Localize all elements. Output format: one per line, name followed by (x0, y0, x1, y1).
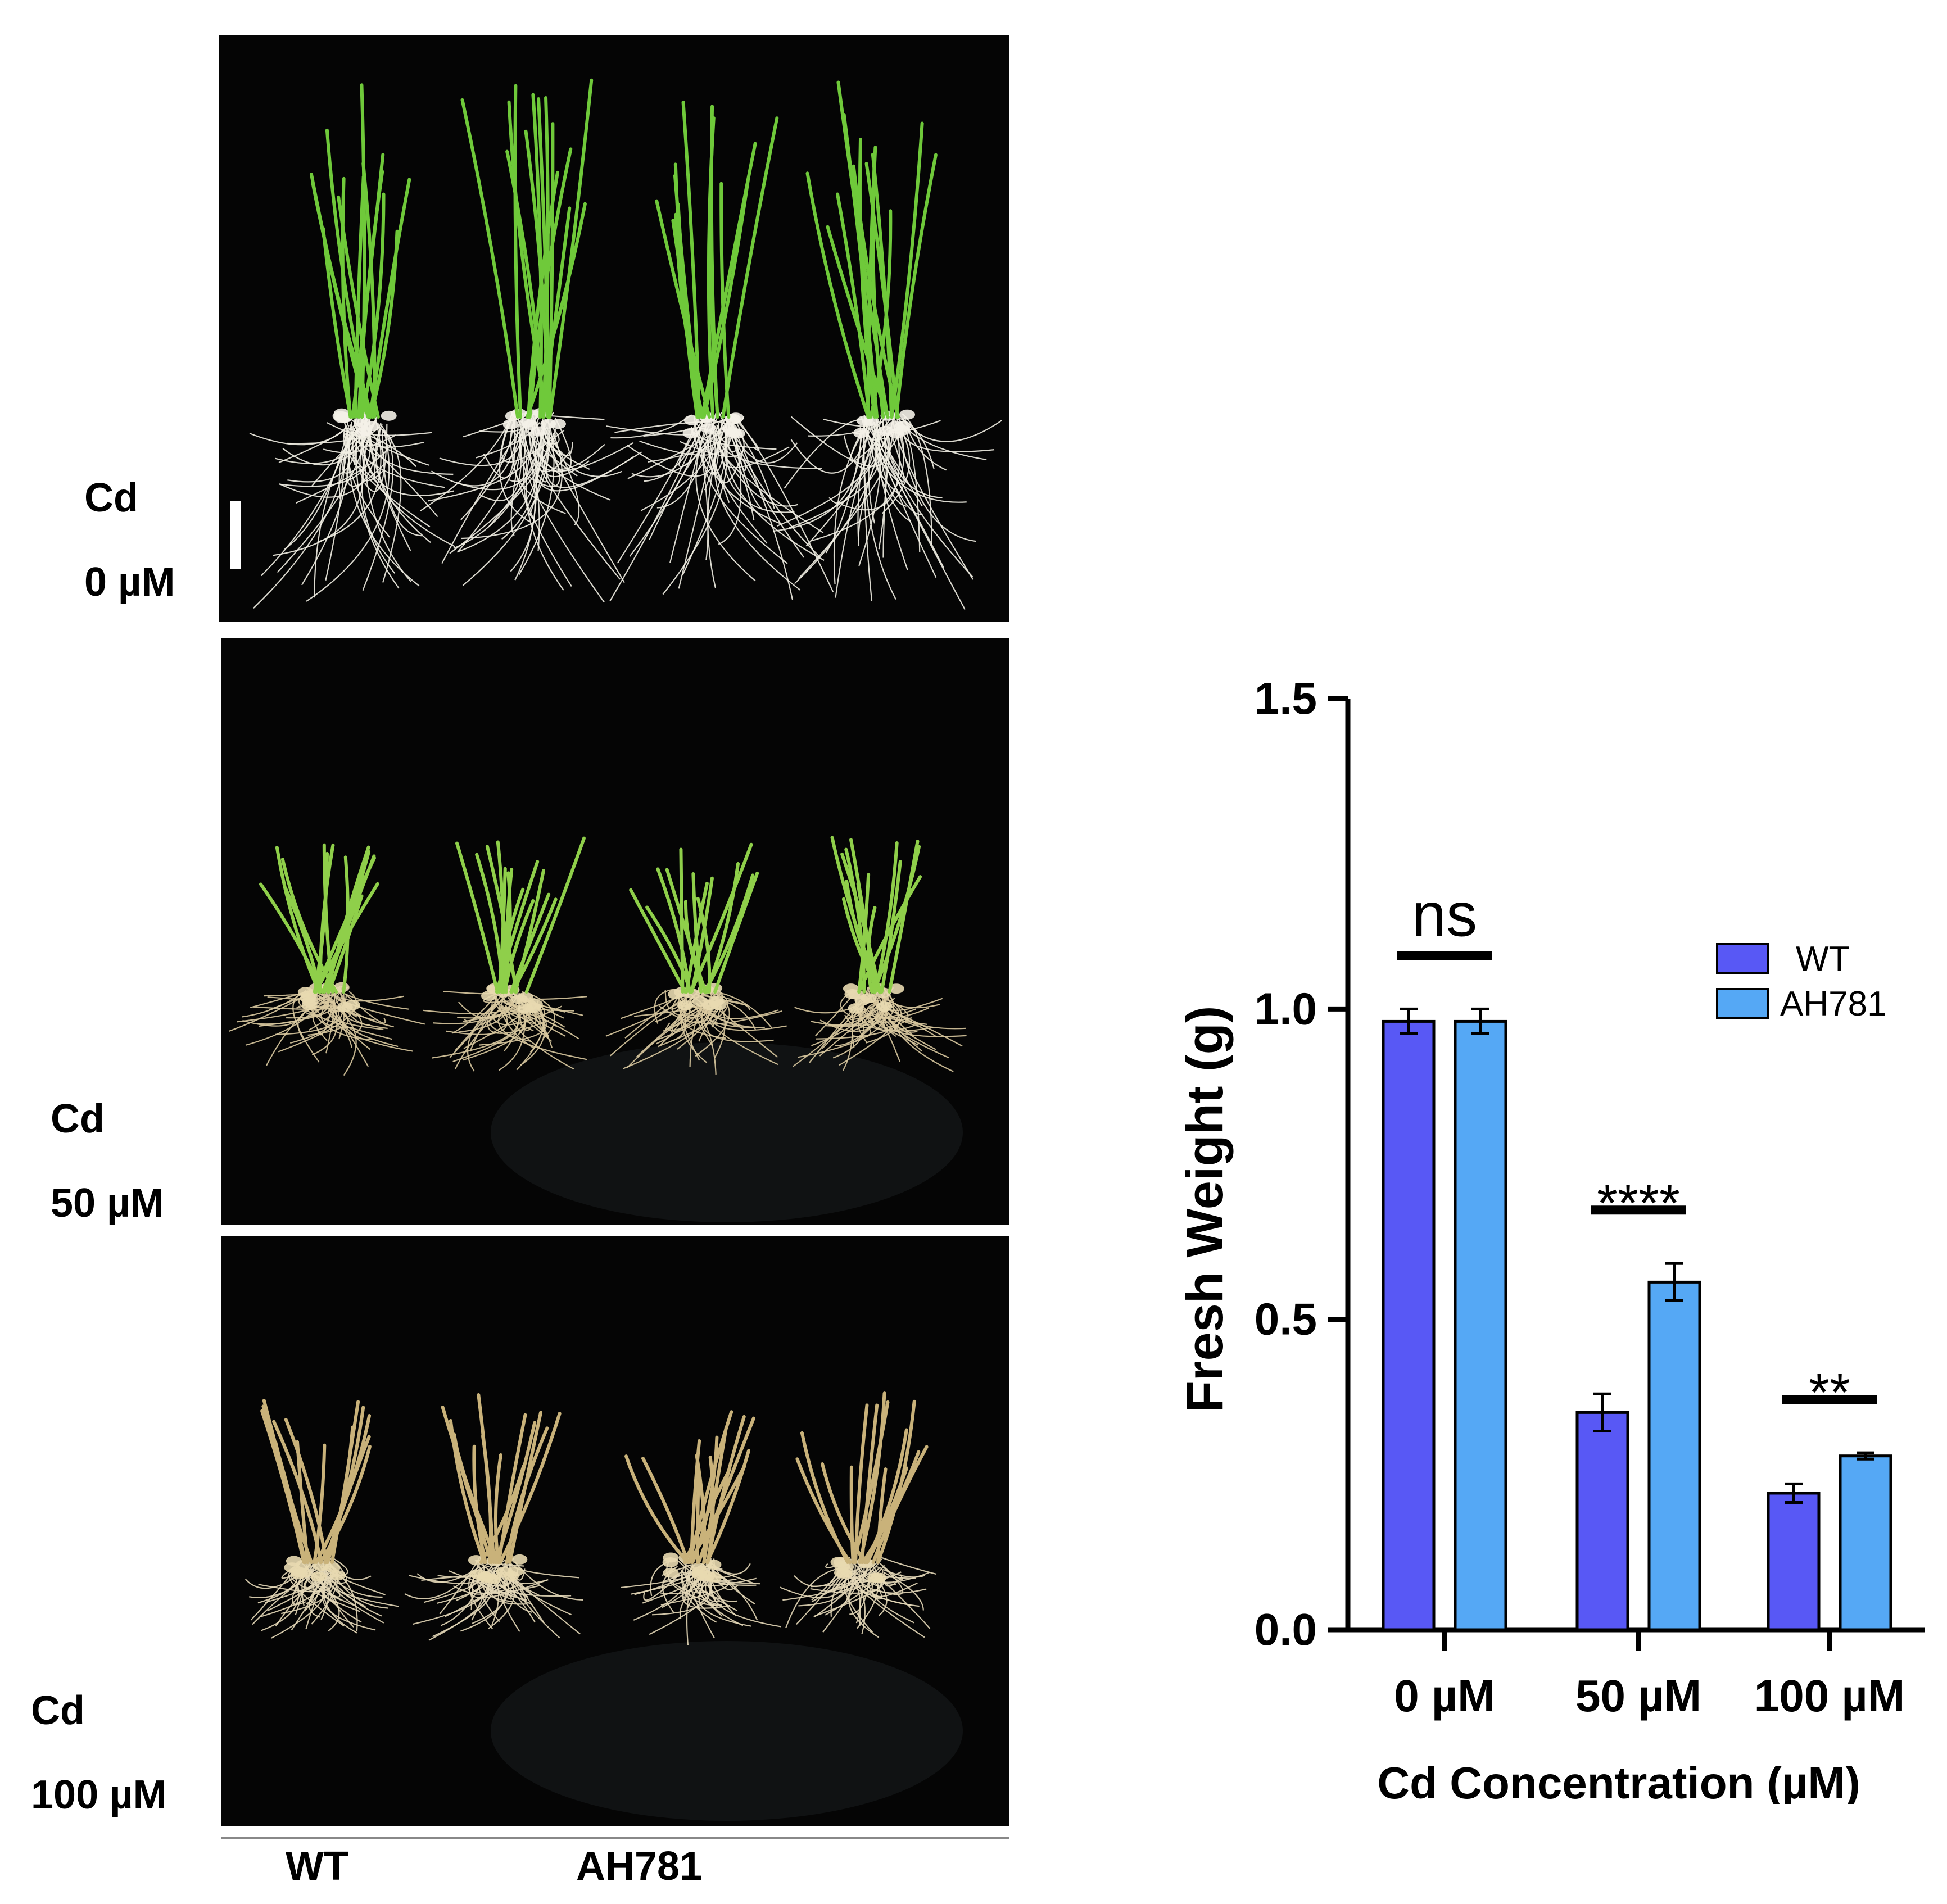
legend-swatch-ah781 (1716, 988, 1769, 1019)
x-tick-label: 0 µM (1394, 1671, 1495, 1721)
photo-panel-cd-100 (221, 1236, 1009, 1826)
row-label-cd-0-line2: 0 µM (84, 560, 175, 605)
seedling-cluster (780, 1391, 937, 1638)
seedling-cluster (793, 836, 967, 1072)
row-label-cd-0-line1: Cd (84, 475, 138, 520)
fresh-weight-bar-chart: 0.0 0.5 1.0 1.5 Fresh Weight (g) ns 0 µM **** 50… (1176, 673, 1925, 1804)
seedlings-photo-cd-100 (244, 1391, 963, 1821)
seedling-cluster (423, 836, 587, 1072)
seedling-cluster (605, 842, 787, 1075)
row-label-cd-50-line1: Cd (51, 1096, 105, 1141)
column-label-ah781: AH781 (576, 1844, 703, 1889)
column-label-wt: WT (286, 1844, 348, 1889)
bar-wt-2 (1767, 1492, 1821, 1631)
seedling-cluster (404, 1393, 583, 1641)
bar-wt-1 (1575, 1411, 1629, 1631)
legend-label-ah781: AH781 (1780, 985, 1887, 1023)
seedling-cluster (621, 1410, 781, 1645)
significance-label: ** (1809, 1363, 1850, 1422)
seedling-cluster (249, 83, 455, 609)
seedlings-photo-cd-50 (229, 836, 967, 1222)
bar-ah781-1 (1647, 1280, 1701, 1631)
row-label-cd-50-line2: 50 µM (51, 1181, 164, 1226)
bar-wt-0 (1382, 1019, 1436, 1631)
x-axis-label: Cd Concentration (µM) (1377, 1758, 1860, 1804)
photo-panel-cd-0 (219, 35, 1009, 622)
photo-panel-cd-50 (221, 638, 1009, 1225)
significance-label: **** (1597, 1173, 1680, 1233)
scale-bar (230, 501, 241, 569)
background-shadow (491, 1641, 963, 1821)
x-tick-label: 50 µM (1575, 1671, 1701, 1721)
y-tick-label: 0.0 (1255, 1604, 1317, 1654)
seedling-cluster (420, 78, 642, 603)
seedling-cluster (229, 843, 425, 1076)
y-axis-label: Fresh Weight (g) (1176, 1005, 1234, 1412)
seedling-cluster (244, 1399, 399, 1639)
y-tick-label: 1.5 (1255, 673, 1317, 723)
seedlings-photo-cd-0 (230, 78, 1002, 610)
y-tick-label: 0.5 (1255, 1294, 1317, 1344)
row-label-cd-100-line1: Cd (31, 1688, 85, 1733)
significance-label: ns (1412, 880, 1477, 949)
legend-label-wt: WT (1796, 940, 1850, 978)
legend-swatch-wt (1716, 943, 1769, 974)
row-label-cd-100-line2: 100 µM (31, 1772, 167, 1817)
y-tick-label: 1.0 (1255, 983, 1317, 1033)
background-shadow (491, 1042, 963, 1222)
bottom-divider-line (221, 1837, 1009, 1839)
seedling-cluster (773, 80, 1002, 610)
bar-ah781-2 (1839, 1454, 1892, 1631)
seedling-cluster (606, 100, 834, 601)
x-tick-label: 100 µM (1754, 1671, 1905, 1721)
bar-ah781-0 (1454, 1019, 1507, 1631)
